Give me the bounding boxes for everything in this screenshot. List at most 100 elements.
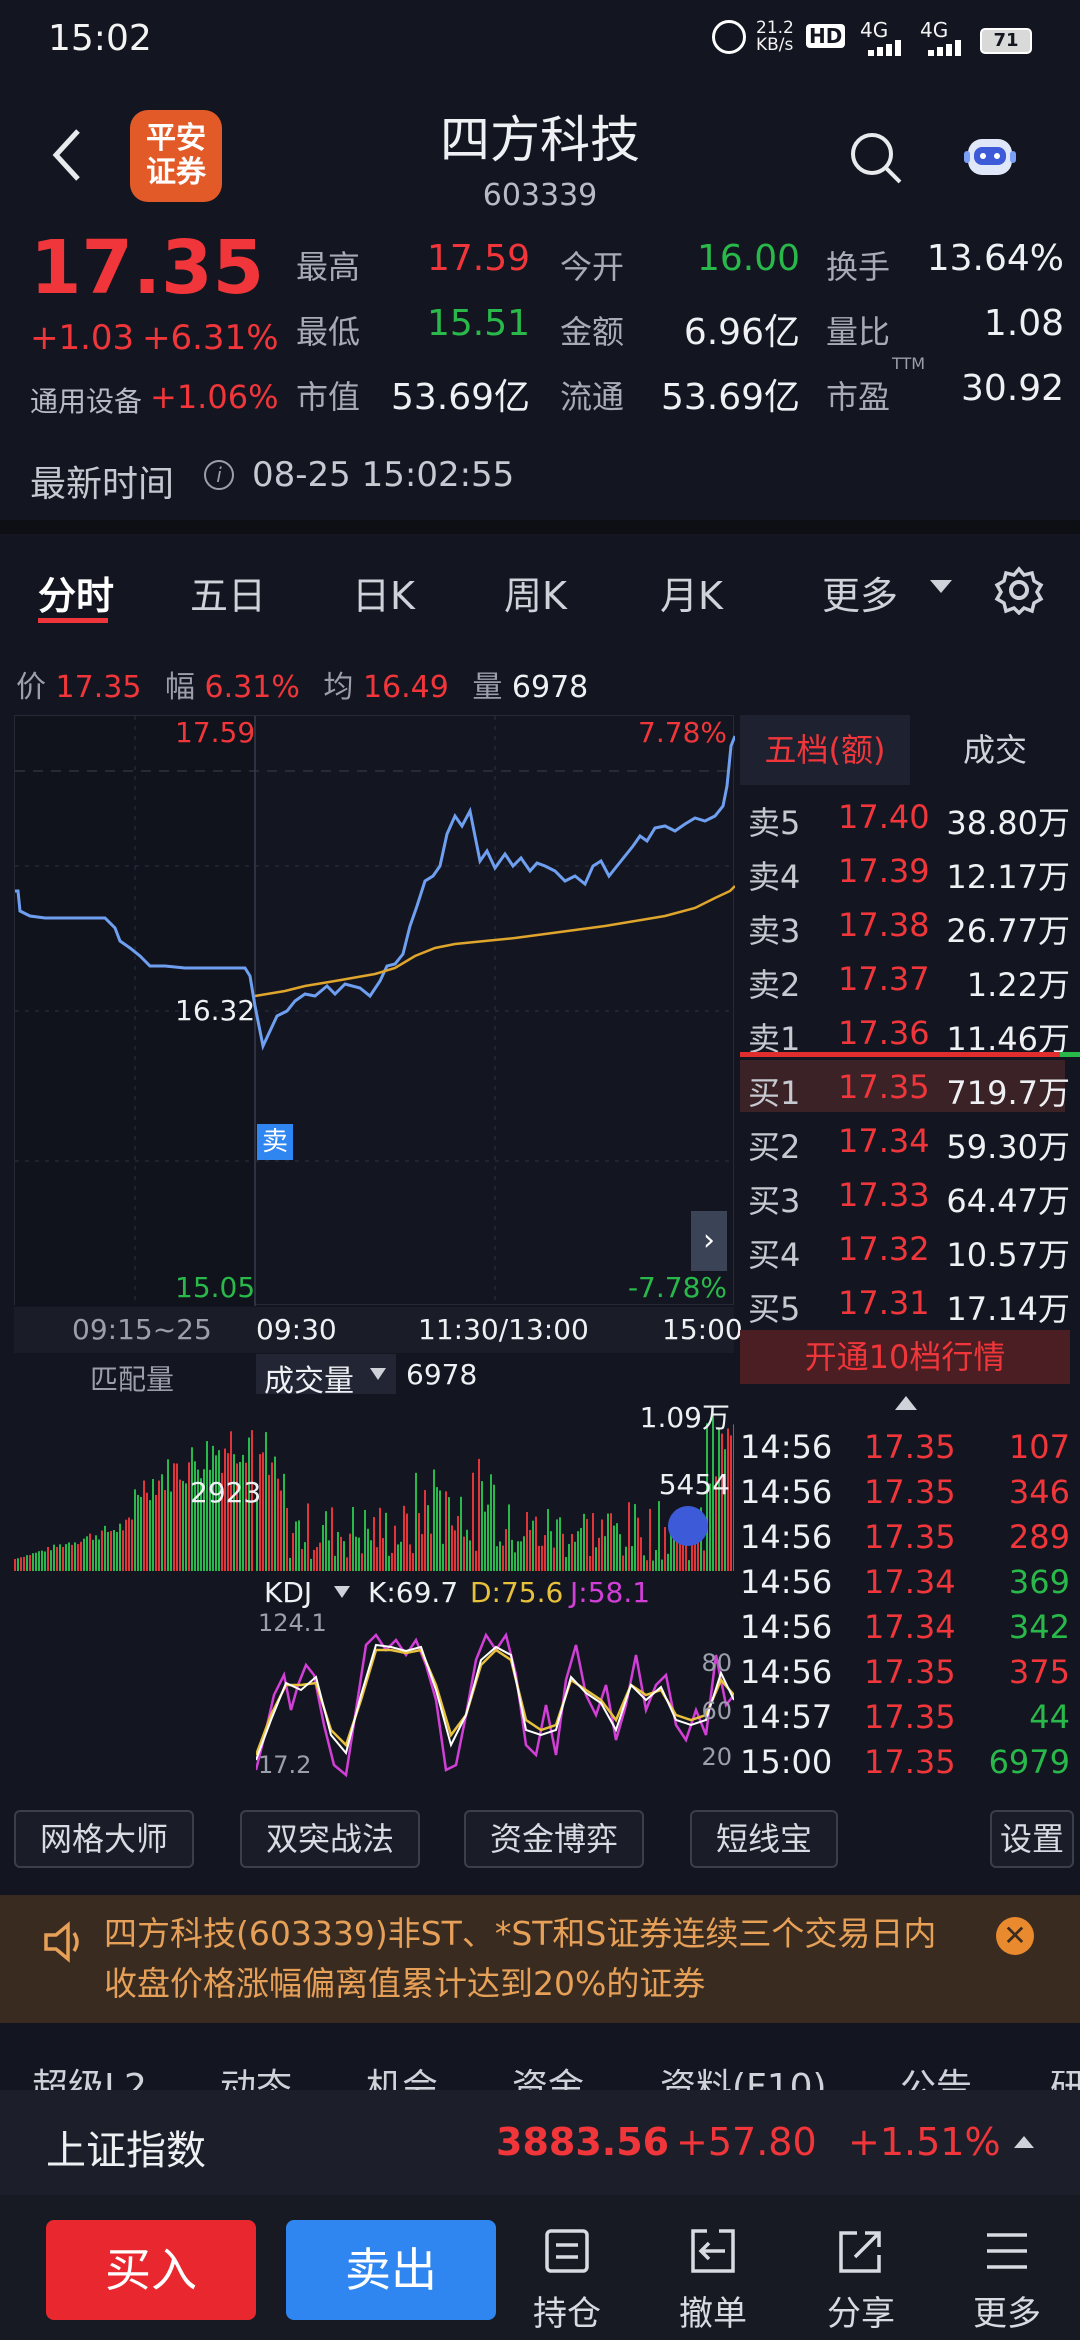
match-bar — [200, 1478, 202, 1571]
tab-3[interactable]: 周K — [504, 574, 567, 618]
volume-bar — [331, 1507, 333, 1571]
detail-tab-5[interactable]: 公告 — [900, 2067, 973, 2090]
tab-1[interactable]: 五日 — [190, 574, 267, 618]
volume-bar — [262, 1452, 264, 1571]
share-button[interactable]: 分享 — [806, 2225, 916, 2335]
chevron-down-icon[interactable] — [334, 1586, 350, 1598]
volume-indicator-select[interactable]: 成交量 — [256, 1354, 396, 1399]
volume-bar — [595, 1547, 597, 1571]
tab-five-levels[interactable]: 五档(额) — [740, 715, 910, 785]
share-icon — [839, 2231, 881, 2273]
tab-0[interactable]: 分时 — [38, 574, 115, 618]
detail-tab-6[interactable]: 研 — [1050, 2067, 1080, 2090]
match-volume-label: 匹配量 — [90, 1363, 175, 1396]
volume-bar — [370, 1540, 372, 1571]
sell-row[interactable]: 卖4 17.39 12.17万 — [740, 844, 1080, 898]
quote-field-label: 最高 — [296, 248, 361, 286]
volume-bar — [475, 1550, 477, 1571]
risk-notice[interactable]: 四方科技(603339)非ST、*ST和S证券连续三个交易日内收盘价格涨幅偏离值… — [0, 1895, 1080, 2023]
sell-row[interactable]: 卖3 17.38 26.77万 — [740, 898, 1080, 952]
tool-button-0[interactable]: 网格大师 — [14, 1810, 194, 1868]
volume-bar — [454, 1530, 456, 1571]
detail-tab-2[interactable]: 机会 — [366, 2067, 439, 2090]
match-bar — [230, 1431, 232, 1571]
volume-bar — [460, 1496, 462, 1571]
tab-4[interactable]: 月K — [660, 574, 723, 618]
match-bar — [14, 1559, 16, 1571]
match-bar — [98, 1539, 100, 1571]
buy-row[interactable]: 买1 17.35 719.7万 — [740, 1060, 1080, 1114]
open-10-levels-button[interactable]: 开通10档行情 — [740, 1330, 1070, 1384]
match-bar — [35, 1552, 37, 1571]
quote-field-value: 53.69亿 — [660, 377, 800, 418]
sell-row[interactable]: 卖1 17.36 11.46万 — [740, 1006, 1080, 1060]
volume-bar — [424, 1490, 426, 1571]
sell-row[interactable]: 卖5 17.40 38.80万 — [740, 790, 1080, 844]
robot-assistant-icon[interactable] — [960, 125, 1020, 185]
sell-marker[interactable]: 卖 — [257, 1124, 293, 1160]
tab-trades[interactable]: 成交 — [962, 731, 1027, 769]
chevron-right-icon[interactable]: › — [691, 1211, 727, 1271]
volume-bar — [511, 1539, 513, 1571]
volume-bar — [397, 1544, 399, 1571]
kdj-label[interactable]: KDJ — [264, 1576, 313, 1609]
match-bar — [179, 1479, 181, 1571]
chevron-up-icon[interactable] — [895, 1396, 917, 1410]
tool-button-1[interactable]: 双突战法 — [240, 1810, 420, 1868]
holdings-button[interactable]: 持仓 — [512, 2225, 622, 2335]
tab-2[interactable]: 日K — [352, 574, 415, 618]
detail-tab-3[interactable]: 资金 — [512, 2067, 585, 2090]
quote-field-label: 今开 — [560, 248, 625, 286]
sector-name[interactable]: 通用设备 — [30, 385, 143, 418]
menu-icon — [987, 2233, 1027, 2269]
sell-button[interactable]: 卖出 — [286, 2220, 496, 2320]
amp-label: 幅 — [164, 670, 195, 705]
volume-bar — [406, 1513, 408, 1571]
index-bar[interactable]: 上证指数 3883.56 +57.80 +1.51% — [0, 2090, 1080, 2195]
more-button[interactable]: 更多 — [952, 2225, 1062, 2335]
tick-row: 14:56 17.34 342 — [740, 1608, 1080, 1653]
cancel-order-button[interactable]: 撤单 — [658, 2225, 768, 2335]
buy-level: 买1 — [748, 1074, 801, 1112]
tool-button-3[interactable]: 短线宝 — [690, 1810, 838, 1868]
buy-row[interactable]: 买2 17.34 59.30万 — [740, 1114, 1080, 1168]
close-icon[interactable]: ✕ — [996, 1917, 1034, 1955]
info-line: 价 17.35 幅 6.31% 均 16.49 量 6978 — [16, 662, 588, 706]
detail-tab-0[interactable]: 超级L2 — [32, 2067, 147, 2090]
buy-row[interactable]: 买3 17.33 64.47万 — [740, 1168, 1080, 1222]
back-arrow-icon[interactable] — [48, 125, 88, 185]
match-bar — [86, 1536, 88, 1571]
detail-tab-4[interactable]: 资料(F10) — [660, 2067, 827, 2090]
expand-icon[interactable] — [668, 1506, 708, 1546]
cancel-order-label: 撤单 — [679, 2294, 747, 2334]
tab-5[interactable]: 更多 — [822, 574, 899, 618]
volume-bar — [712, 1406, 714, 1571]
buy-button[interactable]: 买入 — [46, 2220, 256, 2320]
tool-button-2[interactable]: 资金博弈 — [464, 1810, 644, 1868]
detail-tab-1[interactable]: 动态 — [220, 2067, 293, 2090]
match-bar — [161, 1474, 163, 1571]
buy-level: 买5 — [748, 1290, 801, 1328]
tool-button-4[interactable]: 设置 — [990, 1810, 1074, 1868]
search-icon[interactable] — [848, 130, 904, 186]
tick-row: 14:56 17.35 346 — [740, 1473, 1080, 1518]
auction-volume: 2923 — [190, 1476, 262, 1509]
sector-change[interactable]: +1.06% — [150, 378, 279, 416]
price-value: 17.35 — [55, 670, 142, 705]
chevron-up-icon[interactable] — [1014, 2136, 1034, 2148]
buy-row[interactable]: 买5 17.31 17.14万 — [740, 1276, 1080, 1330]
volume-bar — [259, 1454, 261, 1571]
sell-price: 17.39 — [838, 852, 930, 890]
gear-icon[interactable] — [994, 565, 1044, 615]
sell-row[interactable]: 卖2 17.37 1.22万 — [740, 952, 1080, 1006]
volume-bar — [418, 1513, 420, 1571]
match-bar — [62, 1546, 64, 1571]
chevron-down-icon[interactable] — [930, 580, 952, 593]
match-bar — [245, 1462, 247, 1571]
intraday-chart[interactable]: 17.59 7.78% 16.32 15.05 -7.78% 卖 › — [14, 715, 735, 1306]
index-value: 3883.56 — [496, 2120, 670, 2164]
buy-row[interactable]: 买4 17.32 10.57万 — [740, 1222, 1080, 1276]
match-bar — [125, 1519, 127, 1571]
info-icon[interactable]: i — [204, 460, 234, 490]
volume-bar — [532, 1520, 534, 1571]
